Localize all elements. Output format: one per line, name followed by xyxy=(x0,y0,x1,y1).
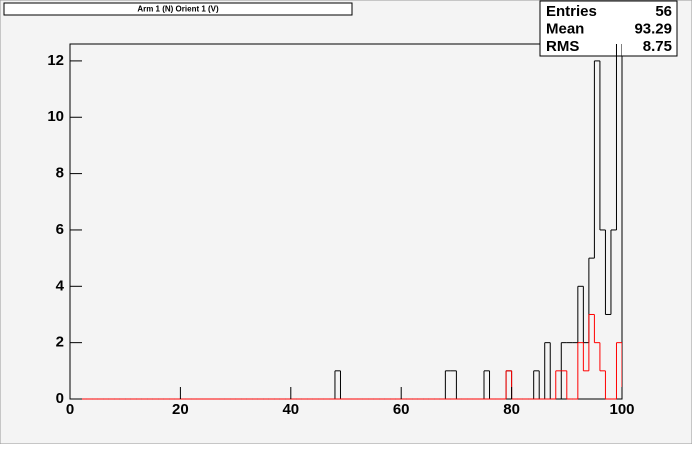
stat-value: 8.75 xyxy=(643,38,672,55)
y-tick-label: 2 xyxy=(56,334,64,351)
y-tick-label: 6 xyxy=(56,221,64,238)
x-tick-label: 80 xyxy=(503,401,520,418)
x-tick-label: 40 xyxy=(282,401,299,418)
x-tick-label: 0 xyxy=(66,401,74,418)
y-tick-label: 8 xyxy=(56,165,64,182)
chart-title: Arm 1 (N) Orient 1 (V) xyxy=(137,5,219,14)
title-box xyxy=(3,2,353,16)
stat-value: 93.29 xyxy=(634,20,672,37)
frame xyxy=(69,43,623,400)
plot-area xyxy=(70,44,622,400)
x-tick-label: 60 xyxy=(393,401,410,418)
y-tick-label: 0 xyxy=(56,390,64,407)
y-tick-label: 10 xyxy=(47,108,64,125)
y-tick-label: 4 xyxy=(56,277,65,294)
stat-label: RMS xyxy=(546,38,579,55)
y-tick-label: 12 xyxy=(47,52,64,69)
stat-label: Mean xyxy=(546,20,584,37)
stats-box xyxy=(539,0,678,57)
stat-value: 56 xyxy=(655,3,672,20)
stat-label: Entries xyxy=(546,3,597,20)
x-tick-label: 100 xyxy=(609,401,634,418)
x-tick-label: 20 xyxy=(172,401,189,418)
